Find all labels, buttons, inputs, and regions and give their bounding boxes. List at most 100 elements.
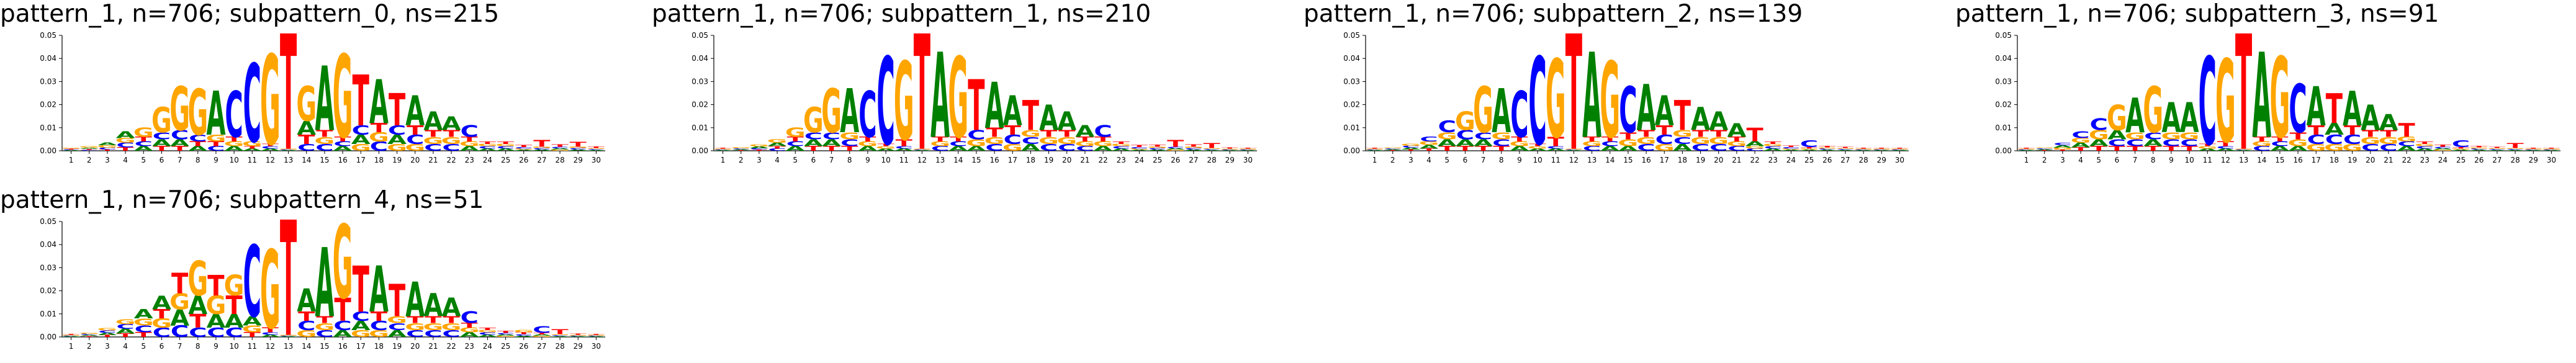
x-tick-label: 11 [1551, 156, 1560, 164]
x-tick-label: 28 [2510, 156, 2520, 164]
panel-title: pattern_1, n=706; subpattern_2, ns=139 [1304, 0, 1803, 28]
logo-letter-C: C [1601, 140, 1619, 148]
logo-letter-G: G [513, 148, 534, 150]
logo-letter-C: C [2416, 146, 2434, 150]
logo-letter-G: G [296, 77, 317, 132]
logo-letter-G: G [242, 140, 263, 148]
logo-letter-T: T [1185, 144, 1202, 148]
logo-letter-T: T [479, 327, 497, 331]
logo-letter-A: A [79, 334, 99, 336]
sequence-logo-chart: 0.000.010.020.030.040.051 2 3 4 5 6 7 8 9 10 11 12 1… [1995, 3, 2562, 187]
logo-letter-G: G [260, 29, 281, 173]
logo-letter-A: A [351, 133, 371, 147]
logo-letter-A: A [405, 272, 425, 328]
logo-letter-G: G [839, 131, 860, 142]
logo-letter-G: G [423, 321, 444, 333]
logo-letter-T: T [1819, 146, 1836, 148]
logo-letter-A: A [134, 307, 153, 321]
x-tick-label: 17 [1660, 156, 1669, 164]
logo-letter-A: A [134, 145, 154, 153]
logo-letter-T: T [1873, 148, 1891, 149]
logo-letter-G: G [586, 148, 606, 149]
logo-letter-A: A [2143, 138, 2163, 149]
logo-letter-G: G [1184, 146, 1204, 149]
logo-letter-G: G [2233, 148, 2254, 150]
logo-letter-T: T [551, 144, 569, 148]
logo-letter-A: A [116, 328, 136, 335]
logo-letter-C: C [2235, 149, 2253, 150]
x-tick-label: 26 [1171, 156, 1180, 164]
x-tick-label: 4 [1426, 156, 1431, 164]
x-tick-label: 21 [428, 342, 438, 351]
logo-letter-T: T [1004, 123, 1022, 138]
logo-letter-G: G [2505, 148, 2526, 149]
y-tick-label: 0.05 [1995, 31, 2012, 40]
logo-letter-C: C [1366, 149, 1384, 150]
logo-letter-C: C [1818, 148, 1836, 150]
logo-letter-A: A [423, 287, 443, 324]
logo-letter-C: C [189, 326, 207, 340]
logo-letter-A: A [551, 336, 570, 337]
x-tick-label: 19 [392, 156, 402, 164]
x-tick-label: 11 [2203, 156, 2212, 164]
x-tick-label: 16 [338, 156, 347, 164]
logo-letter-G: G [568, 146, 588, 149]
logo-letter-A: A [713, 150, 732, 151]
logo-letter-G: G [1364, 148, 1385, 150]
logo-letter-T: T [1384, 150, 1402, 151]
logo-letter-C: C [1221, 149, 1239, 150]
logo-letter-T: T [1149, 145, 1166, 148]
x-tick-label: 12 [266, 156, 275, 164]
logo-letter-G: G [1202, 148, 1222, 149]
logo-letter-A: A [369, 68, 389, 137]
logo-panel-0: pattern_1, n=706; subpattern_0, ns=215 0… [0, 0, 621, 187]
logo-letter-G: G [315, 135, 335, 146]
logo-letter-T: T [207, 140, 224, 148]
logo-letter-C: C [1166, 146, 1184, 149]
logo-letter-A: A [1835, 150, 1855, 151]
logo-letter-G: G [61, 334, 81, 336]
logo-letter-G: G [1853, 148, 1874, 150]
logo-letter-G: G [2215, 37, 2236, 169]
logo-letter-C: C [1094, 122, 1112, 141]
logo-letter-C: C [2307, 133, 2325, 147]
logo-letter-A: A [206, 311, 225, 333]
logo-letter-T: T [280, 189, 297, 363]
logo-letter-C: C [1836, 149, 1854, 150]
logo-letter-T: T [244, 331, 261, 339]
y-tick-label: 0.02 [40, 101, 56, 109]
logo-letter-G: G [2251, 140, 2272, 148]
logo-letter-A: A [369, 254, 389, 328]
logo-letter-A: A [97, 141, 117, 146]
logo-letter-G: G [369, 130, 389, 145]
logo-letter-C: C [2289, 71, 2307, 149]
logo-letter-G: G [2523, 148, 2544, 150]
logo-letter-C: C [2199, 32, 2217, 173]
logo-letter-C: C [1800, 138, 1818, 150]
logo-letter-G: G [1763, 143, 1783, 147]
x-tick-label: 15 [1623, 156, 1633, 164]
logo-letter-A: A [1854, 150, 1873, 151]
logo-letter-T: T [1420, 148, 1438, 151]
logo-letter-A: A [1130, 150, 1149, 151]
logo-letter-A: A [1220, 150, 1240, 151]
logo-letter-C: C [1402, 145, 1420, 148]
logo-letter-T: T [732, 150, 750, 151]
logo-letter-A: A [2107, 128, 2127, 142]
x-tick-label: 6 [160, 156, 164, 164]
x-tick-label: 11 [248, 342, 257, 351]
logo-letter-G: G [532, 146, 552, 149]
logo-letter-A: A [2379, 110, 2398, 135]
logo-letter-T: T [407, 123, 424, 138]
x-tick-label: 13 [284, 156, 293, 164]
logo-letter-C: C [2071, 130, 2089, 141]
x-tick-label: 29 [1877, 156, 1886, 164]
logo-letter-G: G [731, 147, 751, 149]
logo-letter-C: C [1547, 146, 1565, 150]
logo-letter-A: A [261, 334, 280, 338]
logo-letter-A: A [1202, 150, 1222, 151]
x-tick-label: 24 [1786, 156, 1796, 164]
logo-letter-G: G [61, 148, 81, 149]
logo-letter-C: C [279, 335, 297, 336]
logo-letter-G: G [894, 39, 914, 165]
